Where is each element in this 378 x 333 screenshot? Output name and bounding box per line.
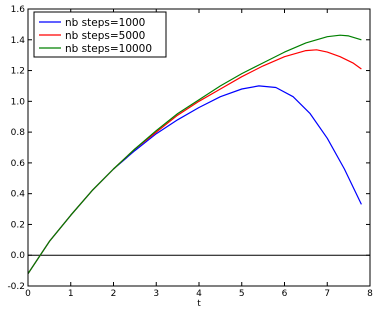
y-tick-label: 1.4	[11, 36, 26, 46]
y-tick-label: -0.2	[7, 282, 25, 292]
y-tick-label: 1.6	[11, 5, 26, 15]
x-axis-label: t	[197, 299, 201, 309]
series-line-2	[27, 49, 362, 275]
x-tick-label: 8	[367, 289, 373, 299]
x-tick-label: 0	[25, 289, 31, 299]
y-tick-label: 1.2	[11, 67, 25, 77]
legend-label-3: nb steps=10000	[65, 43, 152, 55]
x-tick-label: 2	[111, 289, 117, 299]
legend-label-2: nb steps=5000	[65, 30, 145, 42]
y-tick-label: 0.4	[11, 190, 26, 200]
y-tick-label: 0.8	[11, 128, 26, 138]
y-tick-label: 0.0	[11, 251, 26, 261]
series-line-3	[27, 34, 362, 275]
series-line-1	[27, 85, 362, 275]
y-tick-label: 1.0	[11, 97, 26, 107]
legend-label-1: nb steps=1000	[65, 17, 145, 29]
x-tick-label: 1	[68, 289, 74, 299]
y-tick-label: 0.6	[11, 159, 26, 169]
x-tick-label: 6	[282, 289, 288, 299]
x-tick-label: 5	[239, 289, 245, 299]
x-tick-label: 7	[324, 289, 330, 299]
plot-frame	[27, 8, 371, 287]
series-layer	[27, 34, 362, 275]
x-tick-label: 4	[196, 289, 202, 299]
x-tick-label: 3	[153, 289, 159, 299]
y-tick-label: 0.2	[11, 220, 25, 230]
